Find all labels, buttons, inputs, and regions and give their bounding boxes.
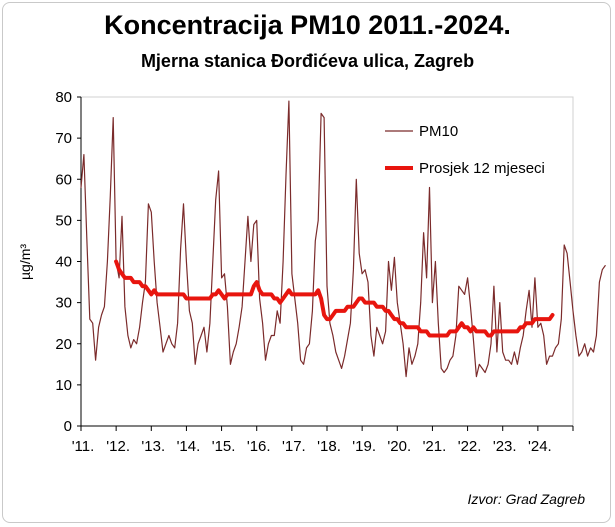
y-tick-label: 0 xyxy=(64,418,72,435)
x-tick-label: '18. xyxy=(317,438,341,455)
y-tick-label: 40 xyxy=(55,254,72,271)
x-tick-label: '22. xyxy=(458,438,482,455)
y-tick-label: 50 xyxy=(55,212,72,229)
x-tick-label: '17. xyxy=(282,438,306,455)
chart-title: Koncentracija PM10 2011.-2024. xyxy=(104,10,511,40)
x-tick-label: '19. xyxy=(352,438,376,455)
legend: PM10 Prosjek 12 mjeseci xyxy=(385,123,545,177)
chart-subtitle: Mjerna stanica Đorđićeva ulica, Zagreb xyxy=(140,51,475,71)
legend-label-average: Prosjek 12 mjeseci xyxy=(419,160,545,177)
x-tick-label: '20. xyxy=(387,438,411,455)
y-tick-label: 80 xyxy=(55,89,72,106)
series-line-pm10 xyxy=(80,100,606,378)
x-tick-label: '16. xyxy=(247,438,271,455)
x-tick-label: '12. xyxy=(106,438,130,455)
y-tick-label: 70 xyxy=(55,130,72,147)
series-line-average xyxy=(114,259,555,338)
y-tick-label: 10 xyxy=(55,377,72,394)
y-axis-ticks: 0 10 20 30 40 50 60 70 80 xyxy=(55,89,81,435)
y-tick-label: 30 xyxy=(55,295,72,312)
y-tick-label: 60 xyxy=(55,171,72,188)
chart-frame xyxy=(2,2,611,523)
x-tick-label: '14. xyxy=(177,438,201,455)
source-note: Izvor: Grad Zagreb xyxy=(467,491,586,507)
x-tick-label: '24. xyxy=(528,438,552,455)
series-layer xyxy=(80,100,606,378)
x-tick-label: '23. xyxy=(493,438,517,455)
x-tick-label: '21. xyxy=(423,438,447,455)
x-axis-ticks: '11. '12. '13. '14. '15. '16. '17. '18. '19. '20.… xyxy=(72,426,574,455)
x-tick-label: '11. xyxy=(72,438,95,455)
x-tick-label: '13. xyxy=(141,438,165,455)
legend-label-pm10: PM10 xyxy=(419,123,458,140)
y-tick-label: 20 xyxy=(55,336,72,353)
x-tick-label: '15. xyxy=(212,438,236,455)
y-axis-label: µg/m³ xyxy=(17,244,33,280)
